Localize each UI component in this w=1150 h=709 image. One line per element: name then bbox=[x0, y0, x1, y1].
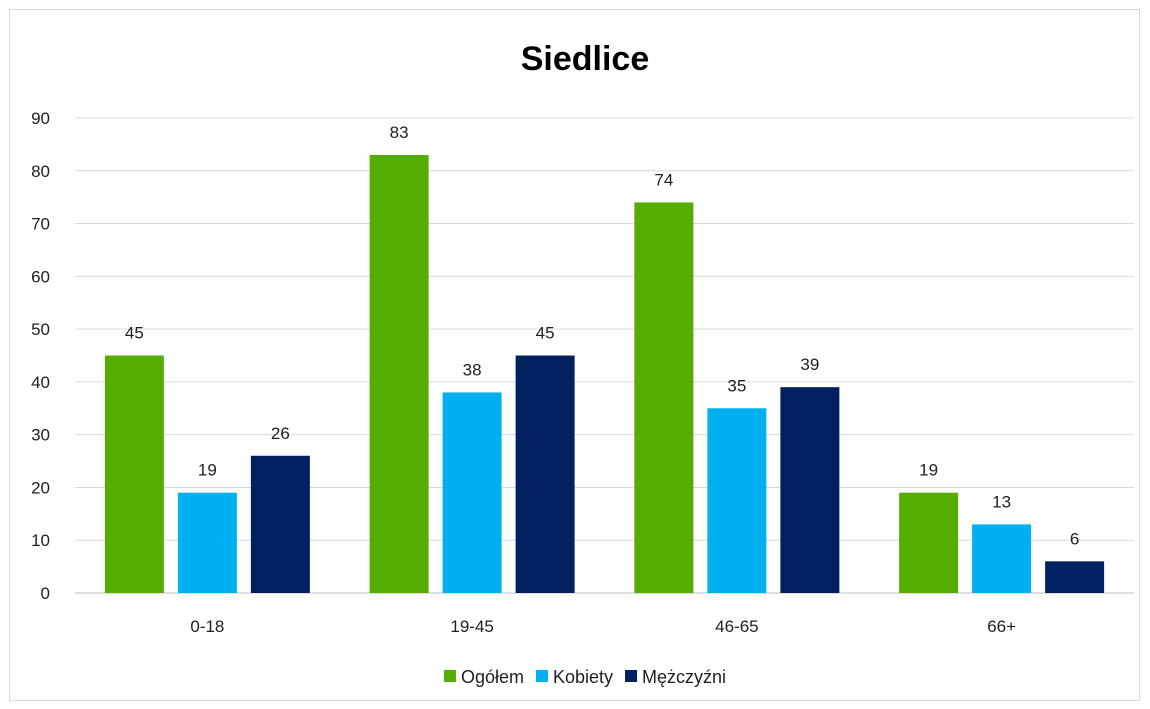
x-tick-label: 46-65 bbox=[715, 617, 758, 636]
legend-swatch bbox=[443, 670, 456, 682]
legend-label: Ogółem bbox=[461, 667, 524, 687]
data-label: 38 bbox=[463, 360, 482, 379]
bar bbox=[515, 355, 575, 593]
data-label: 45 bbox=[536, 324, 555, 343]
data-label: 6 bbox=[1070, 529, 1079, 548]
data-label: 39 bbox=[800, 355, 819, 374]
legend-swatch bbox=[625, 670, 638, 682]
y-tick-label: 80 bbox=[31, 162, 50, 181]
x-tick-label: 19-45 bbox=[450, 617, 493, 636]
legend-label: Mężczyźni bbox=[642, 667, 726, 687]
bar bbox=[104, 355, 164, 593]
y-tick-label: 90 bbox=[31, 109, 50, 128]
data-label: 19 bbox=[919, 461, 938, 480]
bar bbox=[899, 492, 959, 593]
y-tick-label: 70 bbox=[31, 215, 50, 234]
bar bbox=[972, 524, 1032, 593]
y-tick-label: 20 bbox=[31, 478, 50, 497]
data-label: 74 bbox=[654, 170, 673, 189]
y-tick-label: 0 bbox=[41, 584, 50, 603]
y-tick-label: 10 bbox=[31, 531, 50, 550]
y-tick-label: 40 bbox=[31, 373, 50, 392]
legend: Ogółem Kobiety Mężczyźni bbox=[443, 667, 726, 687]
data-label: 13 bbox=[992, 492, 1011, 511]
bar bbox=[707, 408, 767, 593]
bars bbox=[104, 154, 1105, 593]
y-tick-label: 50 bbox=[31, 320, 50, 339]
bar bbox=[177, 492, 237, 593]
data-label: 26 bbox=[271, 424, 290, 443]
x-tick-label: 66+ bbox=[987, 617, 1016, 636]
y-tick-label: 60 bbox=[31, 267, 50, 286]
chart-title: Siedlice bbox=[521, 40, 650, 78]
data-label: 45 bbox=[125, 324, 144, 343]
data-label: 35 bbox=[727, 376, 746, 395]
data-label: 83 bbox=[390, 123, 409, 142]
x-tick-label: 0-18 bbox=[190, 617, 224, 636]
bar bbox=[369, 154, 429, 593]
legend-label: Kobiety bbox=[553, 667, 613, 687]
data-label: 19 bbox=[198, 461, 217, 480]
data-labels: 45 19 26 83 38 45 74 35 39 19 13 6 bbox=[125, 123, 1079, 548]
y-tick-label: 30 bbox=[31, 426, 50, 445]
legend-swatch bbox=[535, 670, 548, 682]
bar bbox=[780, 387, 840, 593]
y-axis-ticks: 0 10 20 30 40 50 60 70 80 90 bbox=[31, 109, 50, 603]
bar bbox=[442, 392, 502, 593]
bar bbox=[1045, 561, 1105, 593]
x-axis-ticks: 0-18 19-45 46-65 66+ bbox=[190, 617, 1016, 636]
bar bbox=[634, 202, 694, 593]
bar bbox=[250, 455, 310, 593]
